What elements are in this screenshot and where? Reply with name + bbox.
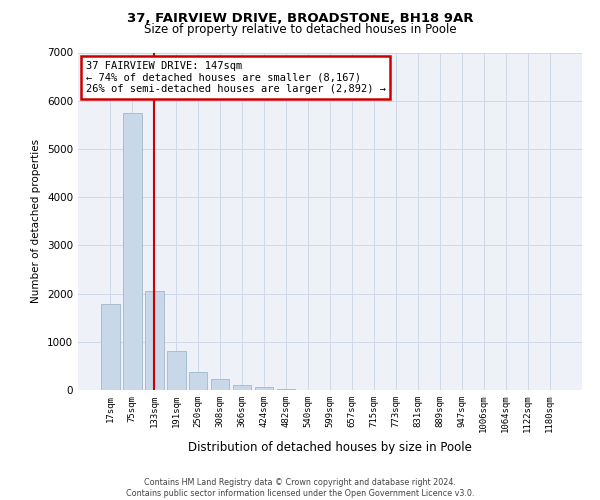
Text: 37 FAIRVIEW DRIVE: 147sqm
← 74% of detached houses are smaller (8,167)
26% of se: 37 FAIRVIEW DRIVE: 147sqm ← 74% of detac… (86, 61, 386, 94)
Text: 37, FAIRVIEW DRIVE, BROADSTONE, BH18 9AR: 37, FAIRVIEW DRIVE, BROADSTONE, BH18 9AR (127, 12, 473, 26)
Bar (145, 290, 164, 390)
Bar (167, 351, 185, 390)
X-axis label: Distribution of detached houses by size in Poole: Distribution of detached houses by size … (188, 441, 472, 454)
Text: Size of property relative to detached houses in Poole: Size of property relative to detached ho… (143, 22, 457, 36)
Bar (233, 384, 251, 390)
Bar (189, 372, 208, 390)
Bar (277, 388, 295, 390)
Text: Contains HM Land Registry data © Crown copyright and database right 2024.
Contai: Contains HM Land Registry data © Crown c… (126, 478, 474, 498)
Y-axis label: Number of detached properties: Number of detached properties (31, 139, 41, 304)
Bar (101, 304, 119, 390)
Bar (255, 387, 274, 390)
Bar (123, 113, 142, 390)
Bar (211, 379, 229, 390)
